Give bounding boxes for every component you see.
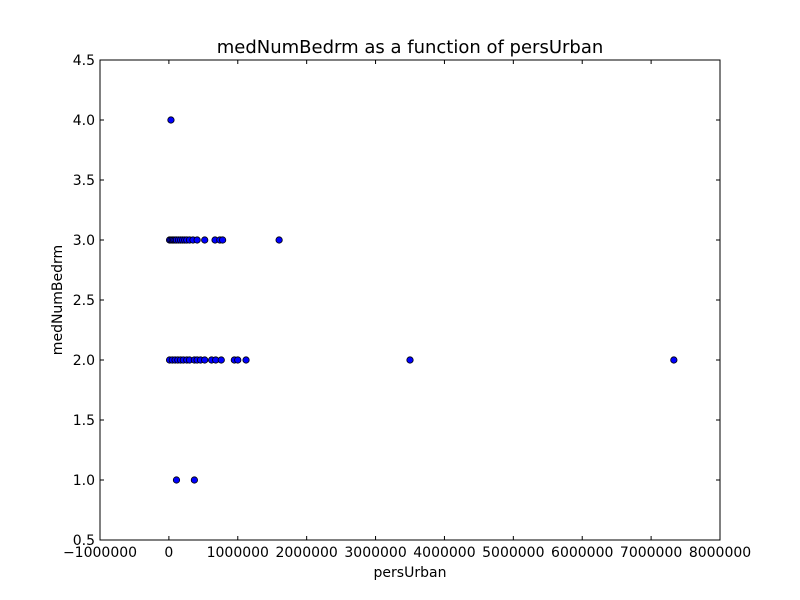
- x-tick-label: 1000000: [207, 545, 269, 561]
- y-tick-label: 1.0: [73, 473, 95, 489]
- data-point: [172, 476, 181, 484]
- x-tick-label: 2000000: [275, 545, 337, 561]
- data-point: [167, 116, 175, 124]
- data-points: [165, 116, 678, 484]
- y-axis-ticks: 0.5 1.0 1.5 2.0 2.5 3.0 3.5 4.0 4.5: [73, 53, 720, 549]
- x-axis-label: persUrban: [374, 565, 447, 581]
- x-tick-label: 4000000: [413, 545, 475, 561]
- y-tick-label: 1.5: [73, 413, 95, 429]
- chart-title: medNumBedrm as a function of persUrban: [217, 37, 604, 58]
- x-tick-label: 5000000: [482, 545, 544, 561]
- y-tick-label: 4.0: [73, 113, 95, 129]
- x-tick-label: 7000000: [620, 545, 682, 561]
- x-tick-label: 0: [164, 545, 173, 561]
- data-point: [201, 356, 209, 364]
- data-point: [193, 236, 201, 244]
- y-tick-label: 4.5: [73, 53, 95, 69]
- y-tick-label: 2.5: [73, 293, 95, 309]
- data-point: [406, 356, 414, 364]
- data-point: [242, 356, 250, 364]
- x-tick-label: 8000000: [689, 545, 751, 561]
- y-tick-label: 0.5: [73, 533, 95, 549]
- y-tick-label: 2.0: [73, 353, 95, 369]
- x-tick-label: 6000000: [551, 545, 613, 561]
- data-point: [217, 356, 225, 364]
- axes-frame: [99, 59, 721, 541]
- data-point: [234, 356, 242, 364]
- y-tick-label: 3.0: [73, 233, 95, 249]
- data-point: [219, 236, 227, 244]
- data-point: [275, 236, 283, 244]
- y-tick-label: 3.5: [73, 173, 95, 189]
- data-point: [190, 476, 198, 484]
- data-point: [201, 236, 209, 244]
- x-axis-ticks: −1000000 0 1000000 2000000 3000000 4000000 500…: [63, 60, 751, 561]
- y-axis-label: medNumBedrm: [50, 245, 66, 355]
- x-tick-label: 3000000: [344, 545, 406, 561]
- x-tick-label: −1000000: [63, 545, 137, 561]
- data-point: [670, 356, 678, 364]
